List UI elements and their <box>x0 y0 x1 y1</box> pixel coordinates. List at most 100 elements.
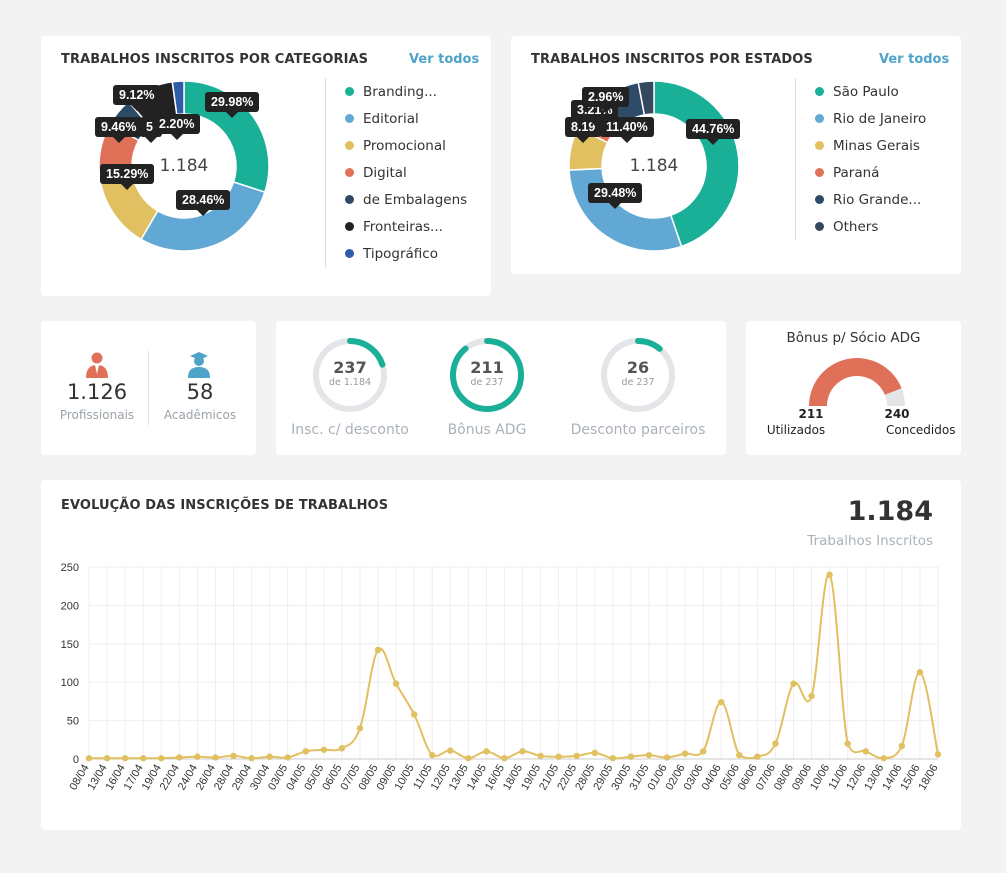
data-point[interactable] <box>519 748 526 755</box>
y-tick-label: 0 <box>73 754 79 766</box>
legend-item-minas-gerais[interactable]: Minas Gerais <box>815 132 926 159</box>
states-slice-1[interactable] <box>568 167 683 252</box>
data-point[interactable] <box>248 755 255 762</box>
data-point[interactable] <box>862 748 869 755</box>
categories-legend: Branding... Editorial Promocional Digita… <box>325 78 467 268</box>
data-point[interactable] <box>591 749 598 757</box>
data-point[interactable] <box>772 740 779 747</box>
states-see-all-link[interactable]: Ver todos <box>879 52 950 67</box>
data-point[interactable] <box>158 755 165 762</box>
data-point[interactable] <box>194 753 201 760</box>
data-point[interactable] <box>555 753 562 760</box>
data-point[interactable] <box>266 753 273 760</box>
evolution-line-chart[interactable]: 05010015020025008/0413/0416/0417/0419/04… <box>41 480 961 830</box>
ring-bonus-adg-sub: de 237 <box>470 377 504 388</box>
legend-label: Promocional <box>363 137 446 154</box>
ring-insc-desconto[interactable] <box>310 335 390 415</box>
ring-desconto-parceiros[interactable] <box>598 335 678 415</box>
ring-desconto-parceiros-label: Desconto parceiros <box>570 422 706 438</box>
data-point[interactable] <box>410 711 418 718</box>
tooltip-others: 2.96% <box>582 87 630 113</box>
data-point[interactable] <box>429 751 436 759</box>
data-point[interactable] <box>320 746 328 753</box>
data-point[interactable] <box>103 755 111 762</box>
data-point[interactable] <box>645 751 653 759</box>
ring-insc-desconto-label: Insc. c/ desconto <box>291 422 409 438</box>
data-point[interactable] <box>338 745 346 752</box>
data-point[interactable] <box>573 752 580 760</box>
academic-icon <box>188 352 210 378</box>
data-point[interactable] <box>447 747 454 754</box>
data-point[interactable] <box>374 646 382 654</box>
legend-item-parana[interactable]: Paraná <box>815 159 926 186</box>
data-point[interactable] <box>85 755 93 762</box>
data-point[interactable] <box>302 748 309 755</box>
data-point[interactable] <box>663 754 671 761</box>
data-point[interactable] <box>627 753 635 760</box>
ring-desconto-parceiros-value: 26 <box>626 358 650 377</box>
ring-desconto-parceiros-sub: de 237 <box>621 377 655 388</box>
y-tick-label: 150 <box>61 639 79 651</box>
legend-label: Rio Grande... <box>833 191 922 208</box>
legend-item-editorial[interactable]: Editorial <box>345 105 467 132</box>
legend-item-tipografico[interactable]: Tipográfico <box>345 240 467 267</box>
data-point[interactable] <box>808 692 815 700</box>
categories-see-all-link[interactable]: Ver todos <box>409 52 480 67</box>
data-point[interactable] <box>609 755 617 762</box>
data-point[interactable] <box>212 754 219 761</box>
states-title: TRABALHOS INSCRITOS POR ESTADOS <box>531 52 813 67</box>
legend-item-branding[interactable]: Branding... <box>345 78 467 105</box>
data-point[interactable] <box>934 751 942 758</box>
data-point[interactable] <box>826 571 833 578</box>
legend-item-rio-grande[interactable]: Rio Grande... <box>815 186 926 213</box>
data-point[interactable] <box>284 754 291 761</box>
legend-item-fronteiras[interactable]: Fronteiras... <box>345 213 467 240</box>
bonus-used-value: 211 <box>798 407 824 421</box>
data-point[interactable] <box>121 755 129 762</box>
legend-dot <box>815 195 824 204</box>
ring-bonus-adg-value: 211 <box>470 358 504 377</box>
tooltip-fronteiras: 9.12% <box>113 85 161 111</box>
legend-item-others[interactable]: Others <box>815 213 926 240</box>
data-point[interactable] <box>754 753 761 760</box>
data-point[interactable] <box>880 755 888 762</box>
data-point[interactable] <box>537 752 544 760</box>
legend-dot <box>345 87 354 96</box>
academics-label: Acadêmicos <box>163 408 237 422</box>
data-point[interactable] <box>483 748 490 755</box>
legend-label: Editorial <box>363 110 419 127</box>
categories-total: 1.184 <box>159 156 209 176</box>
data-point[interactable] <box>718 698 725 706</box>
data-point[interactable] <box>501 755 508 762</box>
legend-dot <box>345 195 354 204</box>
data-point[interactable] <box>681 750 689 757</box>
legend-item-promocional[interactable]: Promocional <box>345 132 467 159</box>
ring-bonus-adg[interactable] <box>447 335 527 415</box>
professionals-count: 1.126 <box>66 380 128 404</box>
states-slice-5[interactable] <box>637 80 655 116</box>
data-point[interactable] <box>790 680 797 687</box>
data-point[interactable] <box>898 742 906 750</box>
legend-item-embalagens[interactable]: de Embalagens <box>345 186 467 213</box>
ring-progress <box>313 338 387 412</box>
data-point[interactable] <box>139 755 147 762</box>
states-legend: São Paulo Rio de Janeiro Minas Gerais Pa… <box>795 78 926 240</box>
evolution-title: EVOLUÇÃO DAS INSCRIÇÕES DE TRABALHOS <box>61 498 389 513</box>
ring-bonus-adg-label: Bônus ADG <box>447 422 527 438</box>
data-point[interactable] <box>356 725 364 732</box>
ring-progress <box>450 338 524 412</box>
data-point[interactable] <box>465 755 472 762</box>
legend-item-digital[interactable]: Digital <box>345 159 467 186</box>
data-point[interactable] <box>736 751 743 759</box>
legend-item-sao-paulo[interactable]: São Paulo <box>815 78 926 105</box>
legend-dot <box>345 141 354 150</box>
data-point[interactable] <box>699 748 707 755</box>
bonus-gauge[interactable] <box>802 351 912 411</box>
data-point[interactable] <box>230 752 237 760</box>
legend-item-rio-de-janeiro[interactable]: Rio de Janeiro <box>815 105 926 132</box>
data-point[interactable] <box>176 754 183 761</box>
data-point[interactable] <box>844 740 851 747</box>
legend-label: Tipográfico <box>363 245 438 262</box>
data-point[interactable] <box>916 669 924 676</box>
data-point[interactable] <box>392 680 400 687</box>
